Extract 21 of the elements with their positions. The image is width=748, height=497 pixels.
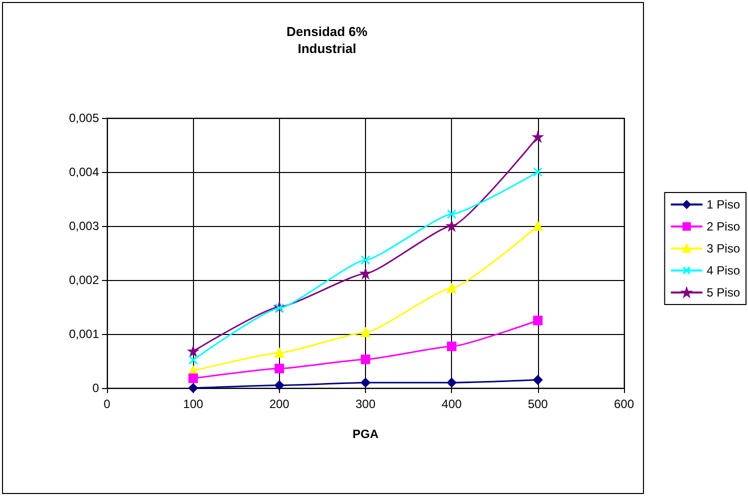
x-tick-label: 300	[355, 397, 376, 411]
legend-label: 1 Piso	[706, 198, 740, 212]
y-tick-label: 0,004	[68, 165, 100, 179]
x-tick-label: 100	[183, 397, 204, 411]
x-tick-label: 0	[104, 397, 111, 411]
x-tick-label: 400	[442, 397, 462, 411]
legend-label: 2 Piso	[706, 220, 740, 234]
legend-label: 3 Piso	[706, 242, 740, 256]
x-tick-label: 200	[269, 397, 290, 411]
y-tick-label: 0,003	[68, 219, 100, 233]
legend-label: 5 Piso	[706, 286, 740, 300]
x-axis-title: PGA	[352, 427, 379, 441]
y-tick-label: 0,002	[68, 273, 100, 287]
y-tick-label: 0,005	[68, 111, 100, 125]
y-tick-label: 0	[92, 381, 100, 395]
chart-subtitle: Industrial	[298, 41, 356, 56]
chart-title: Densidad 6%	[286, 24, 368, 39]
y-tick-label: 0,001	[68, 327, 100, 341]
x-tick-label: 600	[614, 397, 634, 411]
legend-label: 4 Piso	[706, 264, 740, 278]
x-tick-label: 500	[528, 397, 548, 411]
